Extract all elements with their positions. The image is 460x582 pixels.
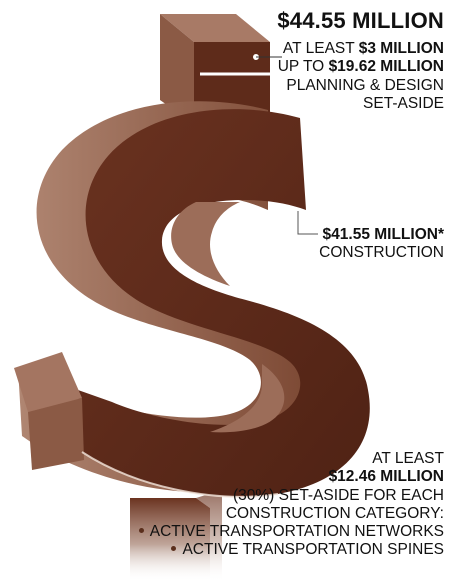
bullet-icon [171, 545, 177, 551]
set-aside-text: AT LEAST $12.46 MILLION (30%) SET-ASIDE … [138, 450, 444, 560]
pd-line2-prefix: UP TO [277, 58, 329, 76]
sa-category-spines: ACTIVE TRANSPORTATION SPINES [182, 541, 444, 559]
planning-design-callout [200, 54, 282, 76]
construction-label: CONSTRUCTION [319, 244, 444, 262]
dollar-s-upper-inner [171, 202, 240, 286]
sa-category-item: ACTIVE TRANSPORTATION SPINES [139, 541, 444, 559]
sa-line4: CONSTRUCTION CATEGORY: [225, 504, 444, 522]
sa-line1: AT LEAST [372, 450, 444, 467]
construction-text: $41.55 MILLION* CONSTRUCTION [319, 226, 444, 263]
total-amount: $44.55 MILLION [277, 8, 444, 33]
pd-min-amount: $3 MILLION [358, 40, 444, 57]
sa-category-networks: ACTIVE TRANSPORTATION NETWORKS [149, 523, 444, 541]
sa-amount: $12.46 MILLION [328, 468, 444, 486]
dollar-lower-cap [14, 352, 84, 470]
dollar-s-front [78, 109, 370, 497]
construction-amount: $41.55 MILLION* [322, 226, 444, 243]
dollar-s-highlight [81, 451, 279, 498]
pd-max-amount: $19.62 MILLION [328, 58, 444, 76]
construction-callout [295, 208, 318, 235]
dollar-bottom-stem [130, 490, 222, 582]
dollar-s-lower-inner [210, 364, 285, 433]
planning-design-text: AT LEAST $3 MILLION UP TO $19.62 MILLION… [278, 40, 444, 113]
bullet-icon [138, 527, 144, 533]
sa-line3: (30%) SET-ASIDE FOR EACH [232, 486, 444, 504]
pd-label: PLANNING & DESIGN [286, 76, 444, 94]
sa-category-item: ACTIVE TRANSPORTATION NETWORKS [138, 523, 444, 541]
pd-line1-prefix: AT LEAST [282, 40, 359, 57]
pd-setaside-label: SET-ASIDE [363, 94, 444, 112]
